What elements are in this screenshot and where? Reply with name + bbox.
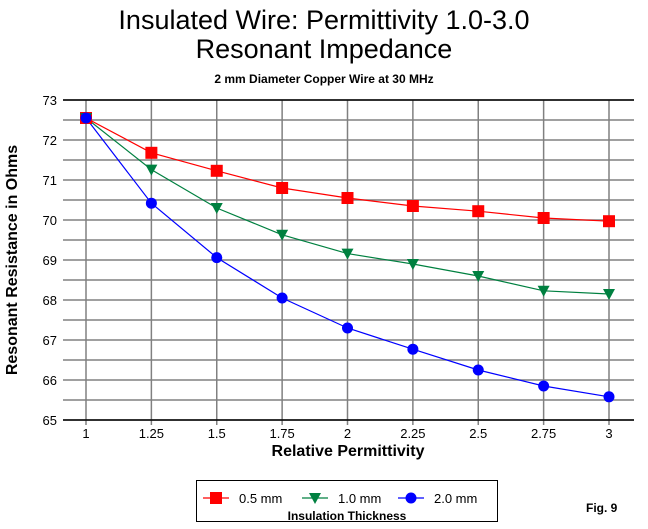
legend-title: Insulation Thickness [287,509,407,523]
y-tick-label: 71 [43,173,57,188]
data-point [538,380,550,392]
legend-marker [405,492,417,504]
data-point [80,112,92,124]
legend [196,480,498,522]
chart-title-line2: Resonant Impedance [195,34,453,64]
legend-marker [309,493,321,504]
data-point [407,343,419,355]
y-tick-label: 72 [43,133,57,148]
data-point [276,182,289,194]
x-tick-label: 2.25 [400,426,425,441]
y-tick-label: 73 [43,93,57,108]
legend-label: 0.5 mm [239,491,282,506]
x-tick-label: 1.25 [139,426,164,441]
y-tick-label: 65 [43,413,57,428]
y-tick-label: 67 [43,333,57,348]
data-point [603,391,615,403]
data-point [537,285,550,297]
x-tick-label: 1.75 [269,426,294,441]
data-point [341,192,354,204]
chart-title: Insulated Wire: Permittivity 1.0-3.0 [118,5,530,35]
data-point [406,200,419,212]
x-tick-label: 3 [605,426,612,441]
data-point [342,322,353,334]
chart-subtitle: 2 mm Diameter Copper Wire at 30 MHz [214,72,434,86]
data-point [472,271,485,282]
data-point [211,252,223,264]
x-axis-label: Relative Permittivity [271,443,425,460]
figure-annotation: Fig. 9 [586,501,618,515]
legend-marker [210,492,222,504]
y-tick-label: 66 [43,373,57,388]
x-tick-label: 2.75 [531,426,556,441]
data-point [341,248,354,260]
x-tick-label: 2.5 [469,426,487,441]
data-point [603,289,615,300]
data-point [537,212,550,224]
x-tick-label: 2 [344,426,351,441]
data-point [276,292,288,304]
data-point [603,215,615,228]
y-tick-label: 68 [43,293,57,308]
data-point [406,259,419,270]
data-point [210,203,223,214]
y-tick-label: 70 [43,213,57,228]
data-point [145,146,158,159]
data-point [472,364,484,376]
data-point [472,205,485,218]
x-tick-label: 1.5 [208,426,226,441]
y-tick-label: 69 [43,253,57,268]
data-point [210,164,223,177]
x-tick-label: 1 [82,426,89,441]
data-point [145,197,157,209]
legend-label: 1.0 mm [338,491,381,506]
data-point [276,229,289,241]
data-point [145,164,158,176]
legend-label: 2.0 mm [434,491,477,506]
